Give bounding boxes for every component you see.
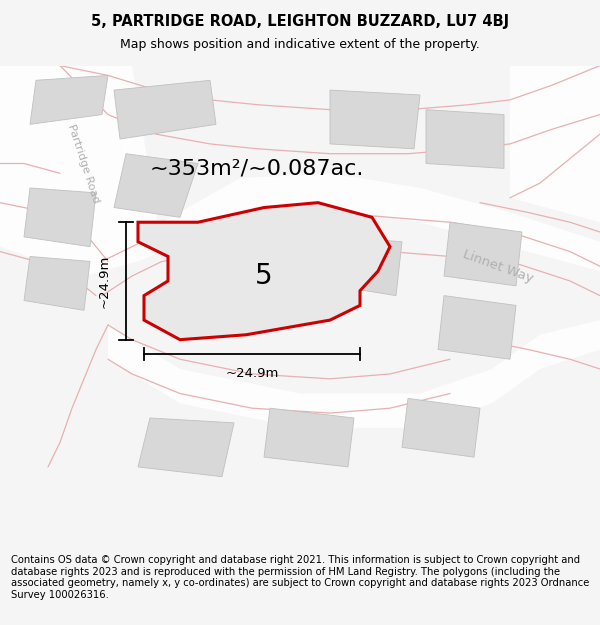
Text: Contains OS data © Crown copyright and database right 2021. This information is : Contains OS data © Crown copyright and d…: [11, 555, 589, 600]
Text: 5: 5: [255, 262, 273, 290]
Text: ~24.9m: ~24.9m: [98, 254, 111, 308]
Polygon shape: [114, 80, 216, 139]
Polygon shape: [264, 408, 354, 467]
Polygon shape: [114, 154, 198, 218]
Polygon shape: [30, 76, 108, 124]
Polygon shape: [138, 202, 390, 339]
Polygon shape: [438, 296, 516, 359]
Polygon shape: [510, 66, 600, 188]
Polygon shape: [24, 188, 96, 247]
Polygon shape: [132, 173, 600, 271]
Polygon shape: [0, 66, 138, 276]
Polygon shape: [510, 164, 600, 222]
Polygon shape: [426, 109, 504, 168]
Text: Linnet Way: Linnet Way: [461, 248, 535, 285]
Polygon shape: [330, 90, 420, 149]
Polygon shape: [138, 418, 234, 477]
Text: Linnet Way: Linnet Way: [202, 221, 278, 244]
Text: ~353m²/~0.087ac.: ~353m²/~0.087ac.: [150, 158, 364, 178]
Polygon shape: [336, 237, 402, 296]
Text: Partridge Road: Partridge Road: [67, 122, 101, 204]
Polygon shape: [108, 320, 600, 428]
Polygon shape: [402, 398, 480, 457]
Polygon shape: [444, 222, 522, 286]
Polygon shape: [216, 237, 318, 310]
Text: ~24.9m: ~24.9m: [226, 367, 278, 379]
Polygon shape: [24, 256, 90, 310]
Polygon shape: [108, 66, 162, 261]
Text: Map shows position and indicative extent of the property.: Map shows position and indicative extent…: [120, 38, 480, 51]
Text: 5, PARTRIDGE ROAD, LEIGHTON BUZZARD, LU7 4BJ: 5, PARTRIDGE ROAD, LEIGHTON BUZZARD, LU7…: [91, 14, 509, 29]
